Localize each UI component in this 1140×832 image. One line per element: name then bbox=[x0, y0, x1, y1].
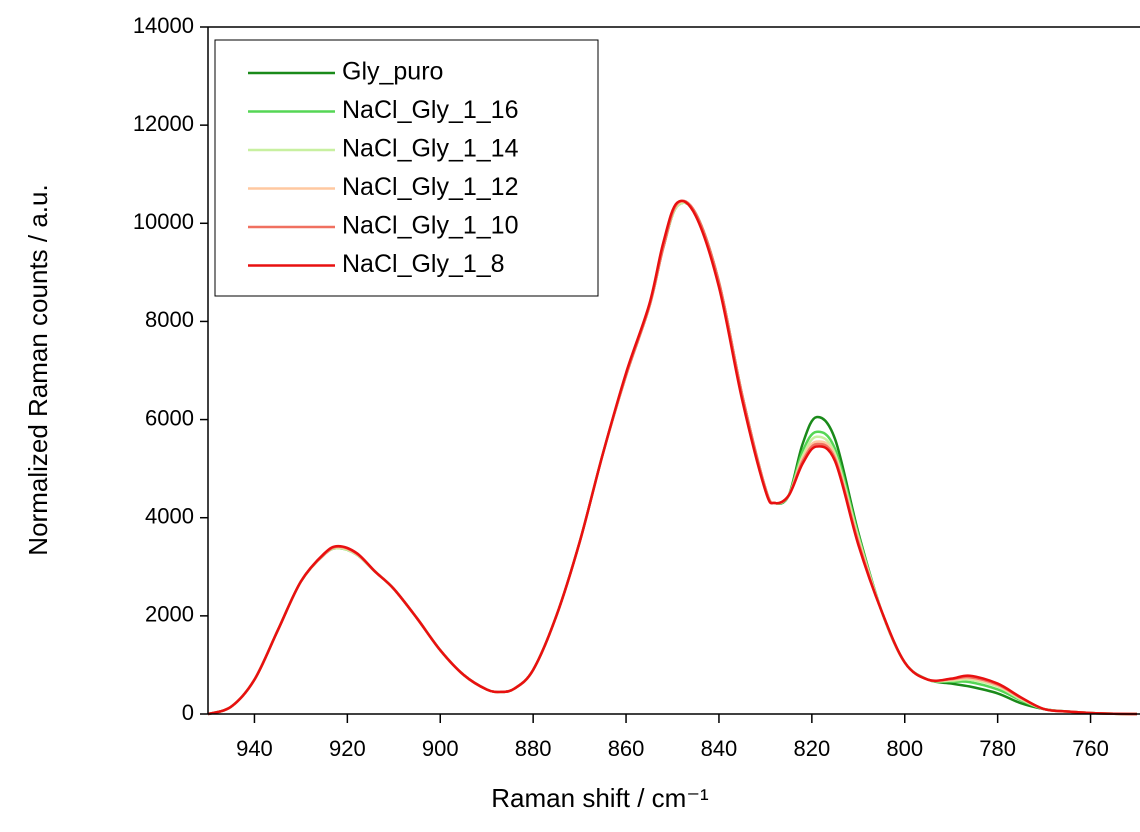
series-line bbox=[208, 199, 1138, 716]
y-tick-label: 8000 bbox=[145, 307, 194, 332]
legend-label: NaCl_Gly_1_10 bbox=[342, 212, 519, 240]
x-tick-label: 800 bbox=[886, 736, 923, 761]
legend-box bbox=[214, 39, 599, 297]
x-tick-label: 820 bbox=[793, 736, 830, 761]
y-tick-label: 0 bbox=[182, 700, 194, 725]
x-tick-label: 860 bbox=[608, 736, 645, 761]
y-tick-label: 14000 bbox=[133, 13, 194, 38]
x-tick-label: 880 bbox=[515, 736, 552, 761]
legend-label: NaCl_Gly_1_12 bbox=[342, 173, 519, 201]
legend-label: NaCl_Gly_1_16 bbox=[342, 96, 519, 124]
x-tick-label: 780 bbox=[979, 736, 1016, 761]
y-tick-label: 2000 bbox=[145, 602, 194, 627]
x-tick-label: 760 bbox=[1072, 736, 1109, 761]
plot-lines bbox=[208, 199, 1138, 716]
x-tick-label: 840 bbox=[701, 736, 738, 761]
y-axis-label: Normalized Raman counts / a.u. bbox=[23, 184, 53, 555]
x-axis-label: Raman shift / cm⁻¹ bbox=[491, 783, 709, 813]
y-tick-label: 10000 bbox=[133, 209, 194, 234]
legend-label: NaCl_Gly_1_8 bbox=[342, 250, 505, 278]
y-tick-label: 12000 bbox=[133, 111, 194, 136]
x-tick-label: 940 bbox=[236, 736, 273, 761]
y-tick-label: 6000 bbox=[145, 405, 194, 430]
x-tick-label: 900 bbox=[422, 736, 459, 761]
y-tick-label: 4000 bbox=[145, 504, 194, 529]
legend-label: NaCl_Gly_1_14 bbox=[342, 135, 519, 163]
legend-label: Gly_puro bbox=[342, 58, 443, 86]
x-tick-label: 920 bbox=[329, 736, 366, 761]
